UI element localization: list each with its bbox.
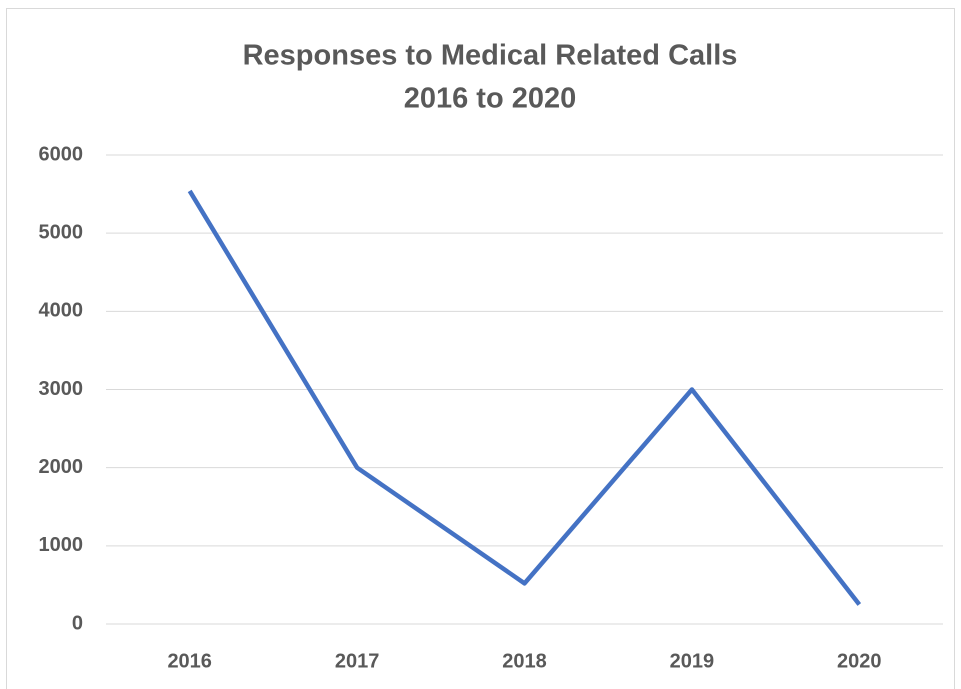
chart-frame [6, 8, 955, 689]
y-tick-label: 4000 [39, 300, 84, 322]
x-tick-label: 2019 [670, 650, 715, 672]
x-tick-label: 2018 [502, 650, 547, 672]
chart-title: 2016 to 2020 [404, 83, 577, 115]
y-tick-label: 6000 [39, 143, 84, 165]
chart-title: Responses to Medical Related Calls [243, 40, 738, 72]
x-tick-label: 2017 [335, 650, 380, 672]
x-tick-label: 2016 [167, 650, 212, 672]
data-line [187, 189, 862, 606]
x-tick-label: 2020 [837, 650, 882, 672]
y-tick-label: 2000 [39, 456, 84, 478]
y-tick-label: 3000 [39, 378, 84, 400]
y-tick-label: 5000 [39, 221, 84, 243]
y-tick-label: 1000 [39, 534, 84, 556]
y-tick-label: 0 [72, 612, 83, 634]
